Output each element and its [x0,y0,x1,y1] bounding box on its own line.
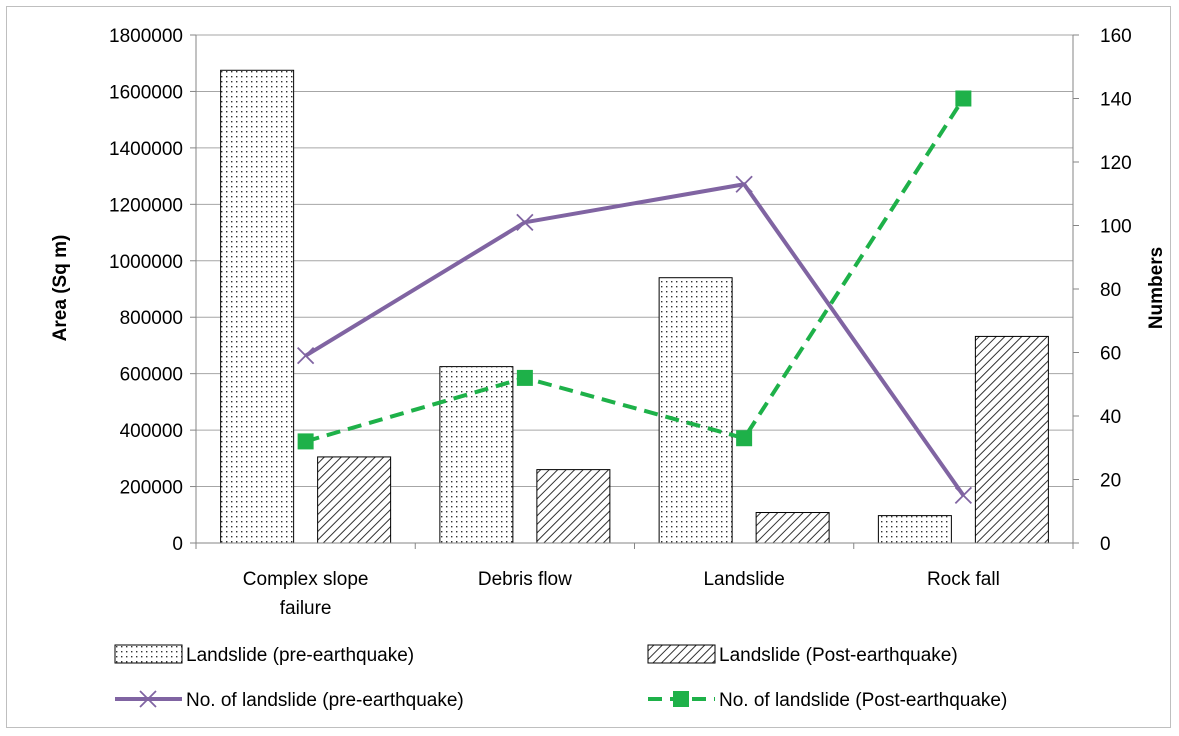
bar [755,512,830,544]
y-axis-title: Area (Sq m) [50,235,71,342]
marker-x-stroke [735,175,753,193]
legend-label: Landslide (Post-earthquake) [719,645,958,666]
y-tick-label: 400000 [120,421,183,442]
x-tick-label: Debris flow [478,569,572,590]
marker-x [954,486,973,505]
marker-square [516,369,533,386]
y-tick-label: 1200000 [109,195,183,216]
y2-tick-label: 40 [1100,407,1121,428]
marker-x-stroke [954,486,973,505]
legend-entry: Landslide (Post-earthquake) [647,644,958,666]
y2-tick-label: 140 [1100,90,1132,111]
legend-swatch [114,644,183,664]
lines [296,90,973,505]
y2-axis-title: Numbers [1146,247,1167,329]
y-tick-label: 1000000 [109,252,183,273]
gridlines [196,34,1073,488]
tick-labels: 0 200000 400000 600000 800000 1000000 1200000 1… [109,26,1132,619]
marker-square [736,430,753,447]
marker-square [297,433,314,450]
bar [317,456,392,544]
bar [220,69,295,544]
marker-x [516,213,534,231]
marker-x [139,690,157,708]
y2-tick-label: 60 [1100,344,1121,365]
marker-x [296,347,315,365]
legend-label: No. of landslide (Post-earthquake) [719,690,1007,711]
bars [220,69,1049,544]
y2-tick-label: 20 [1100,471,1121,492]
y-tick-label: 200000 [120,478,183,499]
legend-label: Landslide (pre-earthquake) [186,645,414,666]
axes [190,34,1079,549]
bar [658,277,733,544]
x-tick-label: Rock fall [927,569,1000,590]
marker-x [735,175,753,193]
legend: Landslide (pre-earthquake) Landslide (Pos… [114,644,1007,711]
y2-tick-label: 160 [1100,26,1132,47]
y-tick-label: 800000 [120,308,183,329]
bar [877,515,952,544]
legend-swatch [647,644,716,664]
bar [536,469,611,544]
y2-tick-label: 100 [1100,217,1132,238]
marker-square [955,90,972,107]
y-tick-label: 1600000 [109,82,183,103]
marker-square [673,691,689,707]
series-line [304,182,966,497]
x-tick-label: Complex slope [243,569,369,590]
legend-label: No. of landslide (pre-earthquake) [186,690,464,711]
marker-x-stroke [516,213,534,231]
y2-tick-label: 80 [1100,280,1121,301]
bar [974,335,1049,544]
y-tick-label: 1800000 [109,26,183,47]
x-tick-label: Landslide [703,569,784,590]
marker-x-stroke [296,347,315,365]
legend-entry: No. of landslide (pre-earthquake) [115,690,464,711]
y-tick-label: 600000 [120,365,183,386]
legend-entry: Landslide (pre-earthquake) [114,644,414,666]
y2-tick-label: 0 [1100,534,1111,555]
y-tick-label: 0 [172,534,183,555]
series-line [305,97,966,444]
legend-entry: No. of landslide (Post-earthquake) [648,690,1007,711]
y-tick-label: 1400000 [109,139,183,160]
x-tick-label: failure [280,598,332,619]
marker-x-stroke [139,690,157,708]
y2-tick-label: 120 [1100,153,1132,174]
